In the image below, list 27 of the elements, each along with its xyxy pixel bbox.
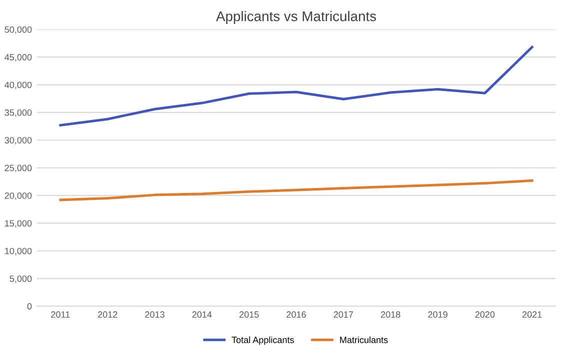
line-series	[59, 179, 534, 202]
x-tick-label: 2015	[240, 311, 259, 318]
line-series	[59, 46, 534, 126]
x-tick-label: 2018	[381, 311, 400, 318]
x-tick-label: 2014	[192, 311, 212, 318]
y-tick-label: 35,000	[4, 109, 32, 117]
y-tick-label: 15,000	[5, 220, 32, 228]
x-tick-label: 2016	[286, 311, 306, 318]
x-tick-label: 2019	[428, 311, 448, 318]
chart-title: Applicants vs Matriculants	[216, 11, 376, 24]
y-tick-label: 50,000	[4, 26, 32, 34]
y-tick-label: 5,000	[10, 275, 32, 283]
x-tick-label: 2013	[145, 311, 164, 318]
x-tick-label: 2017	[334, 311, 354, 318]
legend-label: Total Applicants	[232, 336, 294, 345]
y-tick-label: 20,000	[4, 192, 32, 200]
y-tick-label: 0	[27, 303, 32, 310]
x-tick-label: 2011	[51, 311, 70, 318]
x-tick-label: 2012	[98, 311, 118, 318]
y-tick-label: 25,000	[4, 164, 32, 172]
x-tick-label: 2020	[475, 311, 495, 318]
y-tick-label: 40,000	[4, 82, 32, 90]
y-tick-label: 45,000	[4, 54, 32, 62]
legend-label: Matriculants	[340, 336, 388, 344]
y-tick-label: 30,000	[4, 137, 32, 145]
x-tick-label: 2021	[522, 311, 542, 318]
y-tick-label: 10,000	[5, 248, 32, 256]
